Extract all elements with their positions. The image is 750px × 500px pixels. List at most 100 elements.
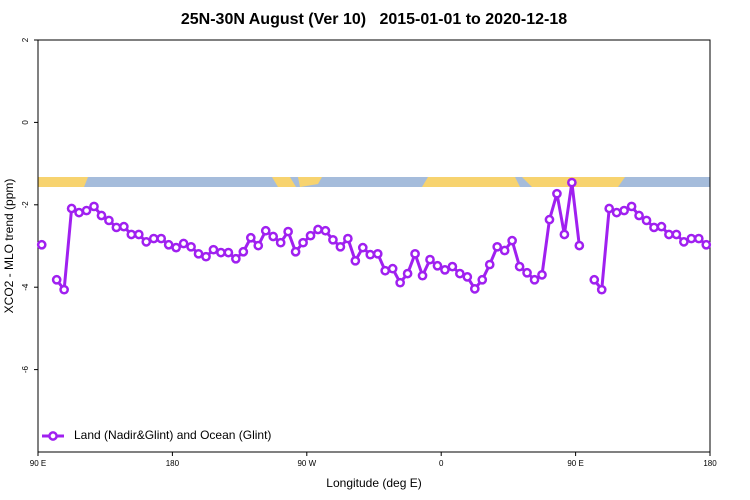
data-point xyxy=(350,255,361,266)
data-point xyxy=(469,283,480,294)
data-point xyxy=(529,274,540,285)
data-point xyxy=(89,201,99,212)
data-point xyxy=(66,203,77,214)
x-tick-label: 90 E xyxy=(567,459,583,468)
data-point xyxy=(36,239,47,250)
data-point xyxy=(81,205,92,216)
data-point xyxy=(499,245,510,256)
data-point xyxy=(552,188,562,199)
data-point xyxy=(268,231,279,242)
data-point xyxy=(260,225,271,236)
data-point xyxy=(208,244,219,255)
data-point xyxy=(402,268,413,279)
data-point xyxy=(163,239,174,250)
chart-title: 25N-30N August (Ver 10) 2015-01-01 to 20… xyxy=(181,11,567,28)
data-point xyxy=(544,214,555,225)
data-point xyxy=(119,221,129,232)
data-point xyxy=(656,221,667,232)
x-tick-label: 90 W xyxy=(297,459,316,468)
data-point xyxy=(611,207,622,218)
data-point xyxy=(253,240,264,251)
data-point xyxy=(223,247,234,258)
data-point xyxy=(380,265,391,276)
data-point xyxy=(447,261,458,272)
data-point xyxy=(313,224,323,235)
data-point xyxy=(328,234,338,245)
data-point xyxy=(417,270,428,281)
data-point xyxy=(104,215,114,226)
data-point xyxy=(440,265,450,275)
data-point xyxy=(298,237,308,248)
data-point xyxy=(305,230,316,241)
x-tick-label: 180 xyxy=(703,459,717,468)
data-point xyxy=(425,254,435,265)
data-point xyxy=(193,248,204,259)
data-point xyxy=(462,272,473,282)
data-point xyxy=(567,177,577,188)
y-axis-label: XCO2 - MLO trend (ppm) xyxy=(2,179,16,314)
data-point xyxy=(686,233,697,244)
y-tick-label: -2 xyxy=(21,201,30,209)
land-ocean-strip xyxy=(38,177,710,187)
data-point xyxy=(477,274,488,285)
data-point xyxy=(141,237,152,247)
data-point xyxy=(596,284,607,295)
legend-marker xyxy=(48,431,58,441)
data-point xyxy=(649,222,659,233)
data-point xyxy=(589,274,600,285)
y-tick-label: 2 xyxy=(21,37,30,42)
y-tick-label: -6 xyxy=(21,365,30,373)
x-tick-label: 0 xyxy=(439,459,444,468)
data-point xyxy=(410,248,420,259)
data-point xyxy=(96,210,107,221)
plot-frame xyxy=(37,39,711,453)
data-point xyxy=(484,259,495,270)
data-point xyxy=(664,229,674,240)
data-point xyxy=(186,241,196,252)
data-point xyxy=(492,241,503,252)
data-point xyxy=(156,233,167,244)
data-point xyxy=(126,229,137,240)
x-axis-label: Longitude (deg E) xyxy=(326,476,421,490)
data-point xyxy=(365,249,376,260)
data-point xyxy=(290,246,301,257)
data-point xyxy=(372,248,383,259)
data-point xyxy=(432,260,443,271)
data-point xyxy=(231,253,241,264)
data-point xyxy=(238,246,249,257)
data-point xyxy=(395,277,405,288)
y-tick-label: 0 xyxy=(21,120,30,125)
data-point xyxy=(537,269,547,280)
data-point xyxy=(74,207,84,218)
data-point xyxy=(335,241,346,252)
data-point xyxy=(320,225,331,236)
data-point xyxy=(171,242,181,253)
data-point xyxy=(559,229,570,240)
data-point xyxy=(679,237,689,247)
data-point xyxy=(507,235,517,246)
legend-label: Land (Nadir&Glint) and Ocean (Glint) xyxy=(74,428,271,442)
data-point xyxy=(701,239,712,250)
data-point xyxy=(693,233,704,244)
y-tick-label: -4 xyxy=(21,283,30,291)
x-tick-label: 90 E xyxy=(30,459,46,468)
data-point xyxy=(455,268,465,279)
data-point xyxy=(574,240,585,251)
data-point xyxy=(641,215,652,226)
data-point xyxy=(283,226,293,237)
data-point xyxy=(59,284,69,295)
data-point xyxy=(275,237,286,248)
data-point xyxy=(626,201,637,212)
data-point xyxy=(387,263,398,274)
data-point xyxy=(514,261,525,272)
data-point xyxy=(619,205,629,216)
data-point xyxy=(201,251,211,262)
x-tick-label: 180 xyxy=(166,459,180,468)
data-point xyxy=(671,229,682,240)
data-point xyxy=(343,233,353,244)
data-point xyxy=(178,238,189,249)
data-point xyxy=(133,229,144,240)
data-point xyxy=(216,247,226,258)
data-point xyxy=(245,232,256,243)
data-point xyxy=(634,210,644,221)
